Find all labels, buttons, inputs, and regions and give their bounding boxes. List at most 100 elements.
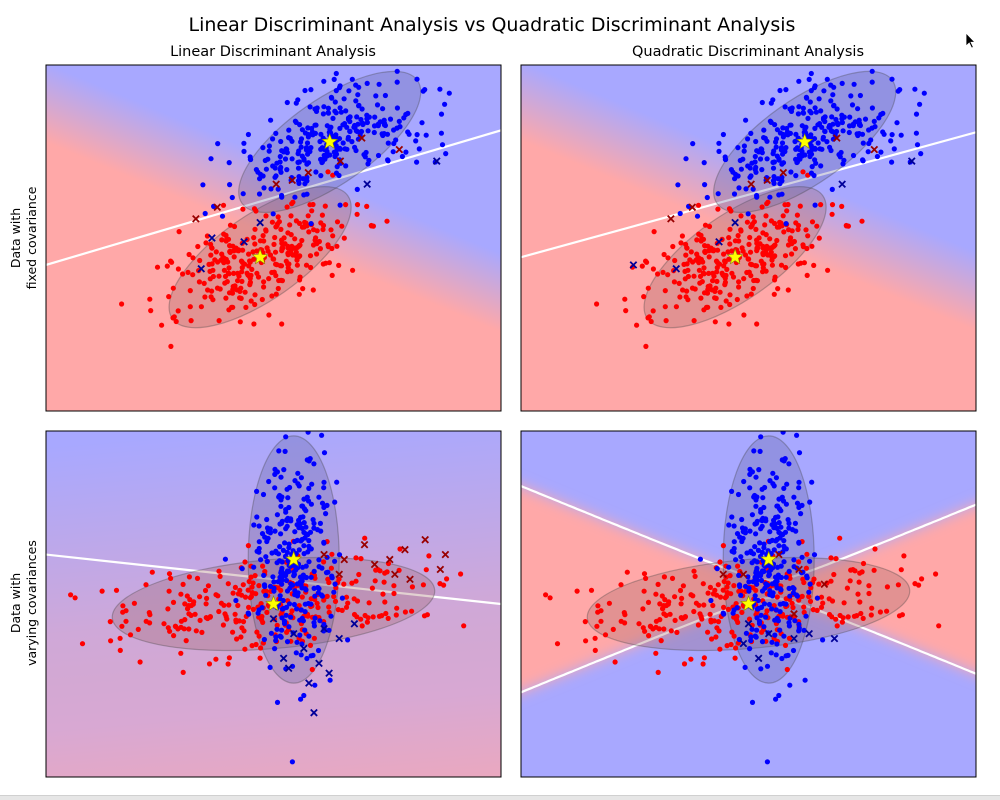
data-point-class1 (345, 136, 351, 142)
data-point-class1 (336, 552, 343, 558)
misclassified-class1 (240, 238, 248, 246)
data-point-class1 (266, 148, 272, 154)
data-point-class0 (692, 573, 698, 580)
mouse-cursor (965, 32, 976, 49)
data-point-class1 (375, 152, 382, 159)
misclassified-class0 (436, 565, 445, 574)
data-point-class0 (250, 580, 256, 586)
data-point-class0 (260, 233, 266, 239)
data-point-class0 (170, 599, 177, 606)
data-point-class1 (298, 696, 304, 702)
data-point-class1 (758, 612, 764, 618)
data-point-class1 (295, 481, 301, 487)
data-point-class1 (280, 597, 286, 604)
data-point-class1 (222, 556, 228, 562)
data-point-class0 (643, 343, 649, 349)
data-point-class0 (738, 588, 744, 594)
data-point-class0 (204, 233, 210, 239)
data-point-class1 (815, 140, 821, 146)
data-point-class1 (764, 759, 771, 765)
data-point-class1 (745, 574, 751, 580)
data-point-class0 (182, 601, 188, 607)
data-point-class0 (715, 206, 721, 212)
data-point-class0 (171, 633, 177, 639)
data-point-class0 (185, 269, 191, 275)
data-point-class1 (286, 127, 292, 133)
data-point-class1 (720, 131, 727, 138)
data-point-class0 (612, 659, 618, 665)
data-point-class1 (795, 111, 802, 117)
data-point-class1 (340, 122, 346, 128)
data-point-class1 (292, 529, 298, 535)
data-point-class0 (859, 569, 865, 575)
data-point-class1 (697, 556, 704, 562)
data-point-class1 (821, 88, 827, 94)
column-title-qda: Quadratic Discriminant Analysis (632, 44, 864, 60)
data-point-class0 (343, 604, 350, 610)
data-point-class1 (241, 148, 247, 154)
data-point-class0 (803, 565, 810, 571)
data-point-class0 (804, 272, 810, 278)
data-point-class0 (706, 270, 712, 276)
data-point-class0 (725, 249, 731, 255)
data-point-class1 (818, 108, 824, 114)
data-point-class1 (301, 551, 307, 557)
data-point-class0 (143, 618, 149, 624)
misclassified-class0 (385, 555, 394, 564)
data-point-class1 (786, 620, 792, 626)
data-point-class0 (657, 617, 663, 623)
data-point-class1 (306, 633, 312, 639)
data-point-class1 (739, 516, 745, 523)
data-point-class0 (216, 568, 222, 574)
data-point-class0 (828, 578, 834, 584)
data-point-class1 (794, 432, 800, 438)
data-point-class1 (770, 470, 776, 476)
data-point-class0 (805, 233, 811, 239)
data-point-class1 (741, 148, 747, 154)
data-point-class1 (263, 592, 269, 598)
data-point-class1 (831, 102, 837, 108)
data-point-class0 (259, 613, 265, 620)
data-point-class0 (828, 555, 834, 561)
data-point-class1 (726, 564, 732, 570)
class0-mean-star (251, 248, 269, 265)
data-point-class1 (375, 121, 381, 127)
data-point-class0 (683, 294, 689, 300)
data-point-class1 (761, 541, 767, 547)
data-point-class1 (353, 98, 359, 104)
data-point-class0 (420, 582, 426, 588)
data-point-class1 (809, 479, 815, 485)
data-point-class1 (753, 474, 759, 480)
data-point-class0 (278, 226, 284, 232)
data-point-class1 (385, 157, 391, 163)
data-point-class1 (807, 581, 813, 587)
data-point-class1 (812, 146, 818, 152)
data-point-class0 (275, 214, 281, 220)
data-point-class1 (284, 549, 290, 556)
data-point-class1 (304, 161, 310, 167)
data-point-class0 (266, 276, 272, 282)
data-point-class1 (318, 131, 324, 137)
data-point-class1 (773, 696, 779, 702)
data-point-class1 (786, 461, 792, 467)
data-point-class1 (796, 450, 803, 456)
data-point-class1 (295, 165, 302, 171)
data-point-class0 (744, 219, 751, 225)
data-point-class0 (246, 578, 252, 585)
data-point-class1 (320, 111, 326, 117)
data-point-class1 (256, 539, 262, 545)
data-point-class1 (347, 118, 353, 125)
data-point-class0 (316, 238, 322, 245)
data-point-class1 (794, 500, 801, 506)
data-point-class1 (308, 87, 314, 93)
data-point-class1 (239, 566, 245, 572)
data-point-class1 (272, 174, 278, 180)
axes-frame-lda-varying (45, 430, 502, 778)
row-label-fixed: Data with fixed covariance (8, 186, 39, 289)
data-point-class1 (822, 118, 828, 125)
data-point-class1 (282, 156, 289, 162)
data-point-class0 (260, 563, 266, 569)
data-point-class1 (776, 529, 782, 536)
data-point-class1 (791, 557, 797, 563)
data-point-class1 (806, 76, 812, 82)
